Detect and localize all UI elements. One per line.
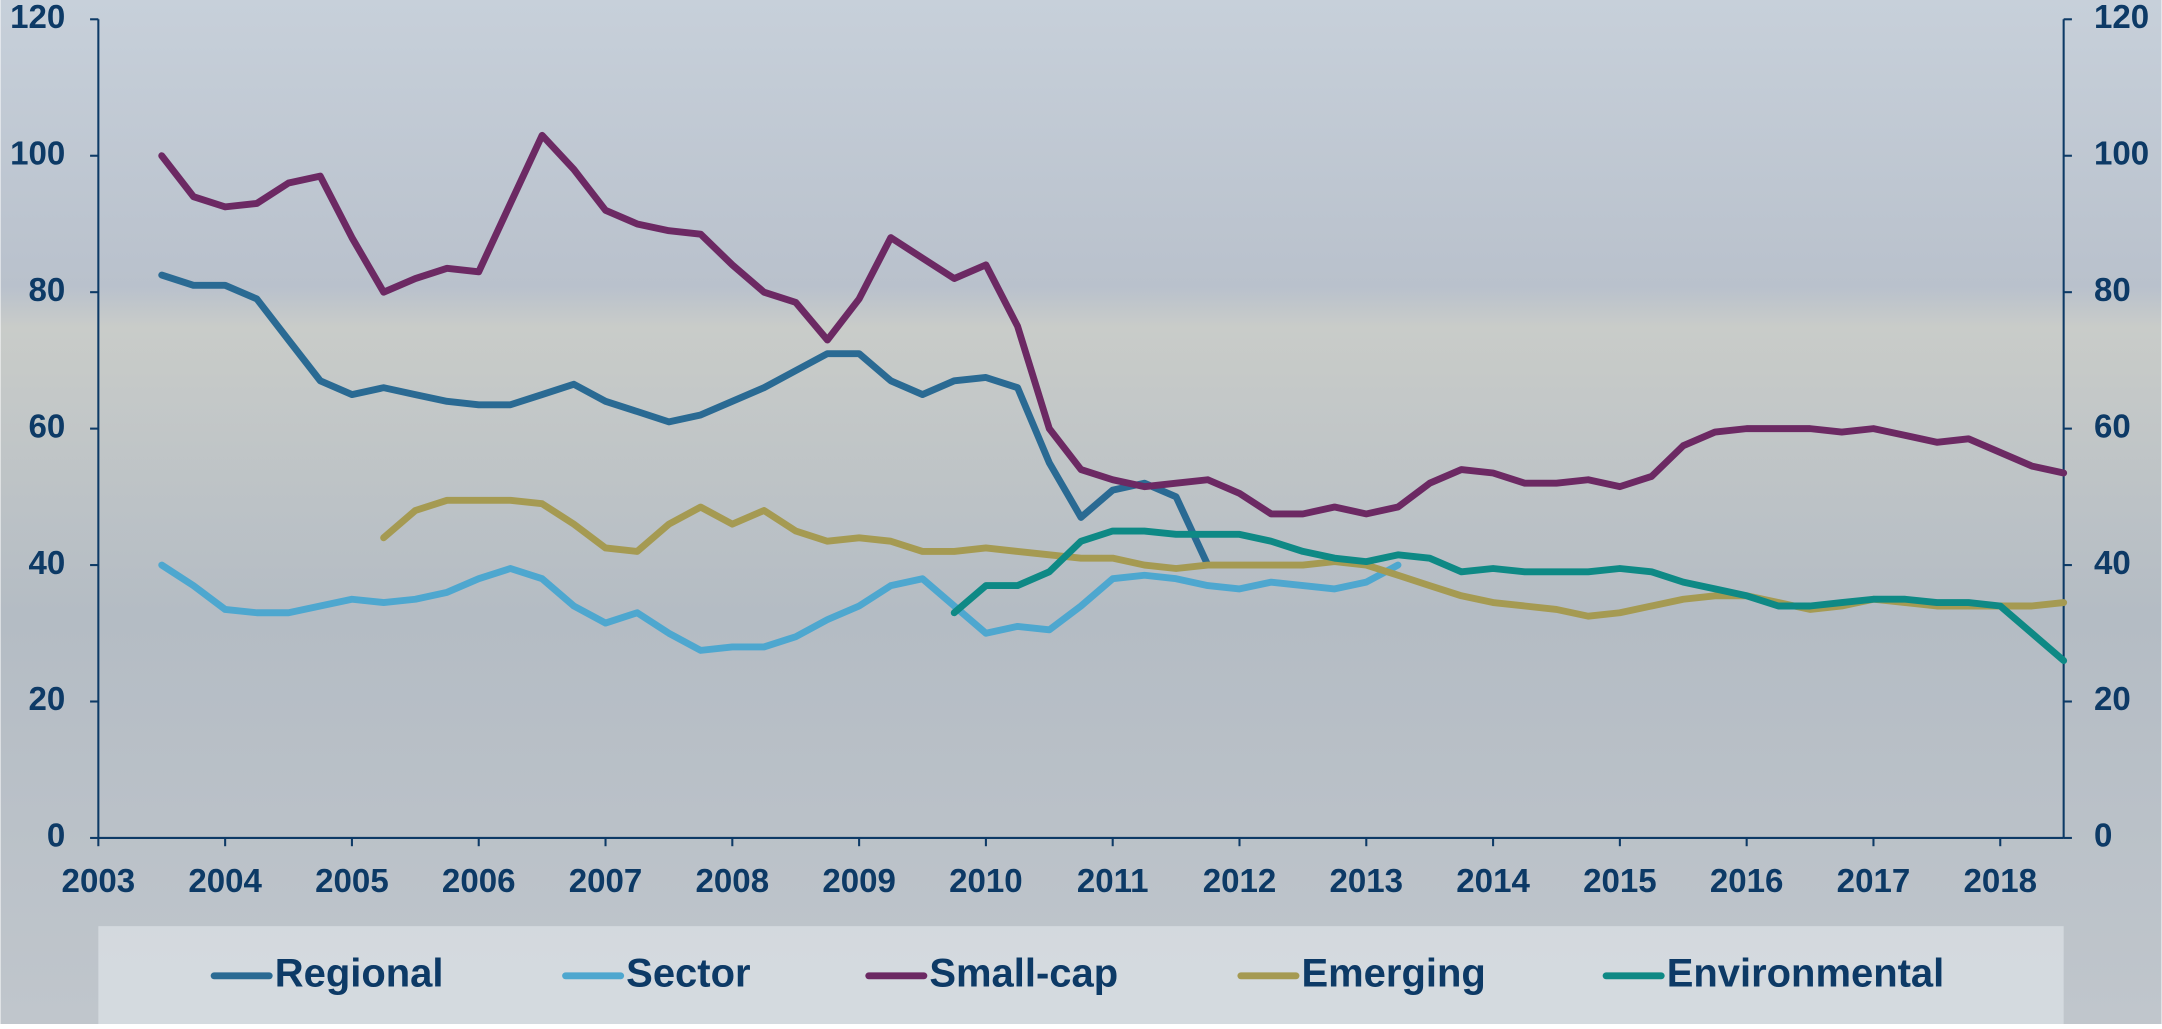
chart: 0 20 40 60 80 100 120 0 20 40 60 80 100 120 2003 2004 20… <box>0 0 2162 1024</box>
y-tick-label: 20 <box>28 681 65 718</box>
y2-tick-label: 0 <box>2094 818 2112 855</box>
x-tick-label: 2017 <box>1837 863 1911 900</box>
x-tick-label: 2012 <box>1203 863 1277 900</box>
y2-tick-label: 20 <box>2094 681 2131 718</box>
y-tick-label: 120 <box>10 0 65 36</box>
x-tick-label: 2013 <box>1330 863 1404 900</box>
x-tick-label: 2010 <box>949 863 1023 900</box>
x-tick-label: 2008 <box>696 863 770 900</box>
legend-label: Environmental <box>1667 951 1945 995</box>
x-tick-label: 2006 <box>442 863 516 900</box>
x-tick-label: 2007 <box>569 863 643 900</box>
x-tick-label: 2015 <box>1583 863 1657 900</box>
x-tick-label: 2003 <box>62 863 136 900</box>
legend-label: Regional <box>275 951 444 995</box>
x-tick-label: 2011 <box>1077 863 1149 900</box>
y-tick-label: 0 <box>47 818 65 855</box>
y2-tick-label: 60 <box>2094 408 2131 445</box>
x-tick-label: 2009 <box>822 863 896 900</box>
legend-label: Sector <box>626 951 750 995</box>
x-tick-label: 2014 <box>1456 863 1530 900</box>
y-tick-label: 100 <box>10 135 65 172</box>
y2-tick-label: 80 <box>2094 272 2131 309</box>
y2-tick-label: 100 <box>2094 135 2149 172</box>
y2-tick-label: 40 <box>2094 545 2131 582</box>
x-tick-label: 2004 <box>188 863 262 900</box>
y2-tick-label: 120 <box>2094 0 2149 36</box>
legend-label: Small-cap <box>929 951 1118 995</box>
y-tick-label: 60 <box>28 408 65 445</box>
x-tick-label: 2016 <box>1710 863 1784 900</box>
y-tick-label: 40 <box>28 545 65 582</box>
x-tick-label: 2005 <box>315 863 389 900</box>
y-tick-label: 80 <box>28 272 65 309</box>
x-tick-label: 2018 <box>1963 863 2037 900</box>
legend-label: Emerging <box>1302 951 1486 995</box>
